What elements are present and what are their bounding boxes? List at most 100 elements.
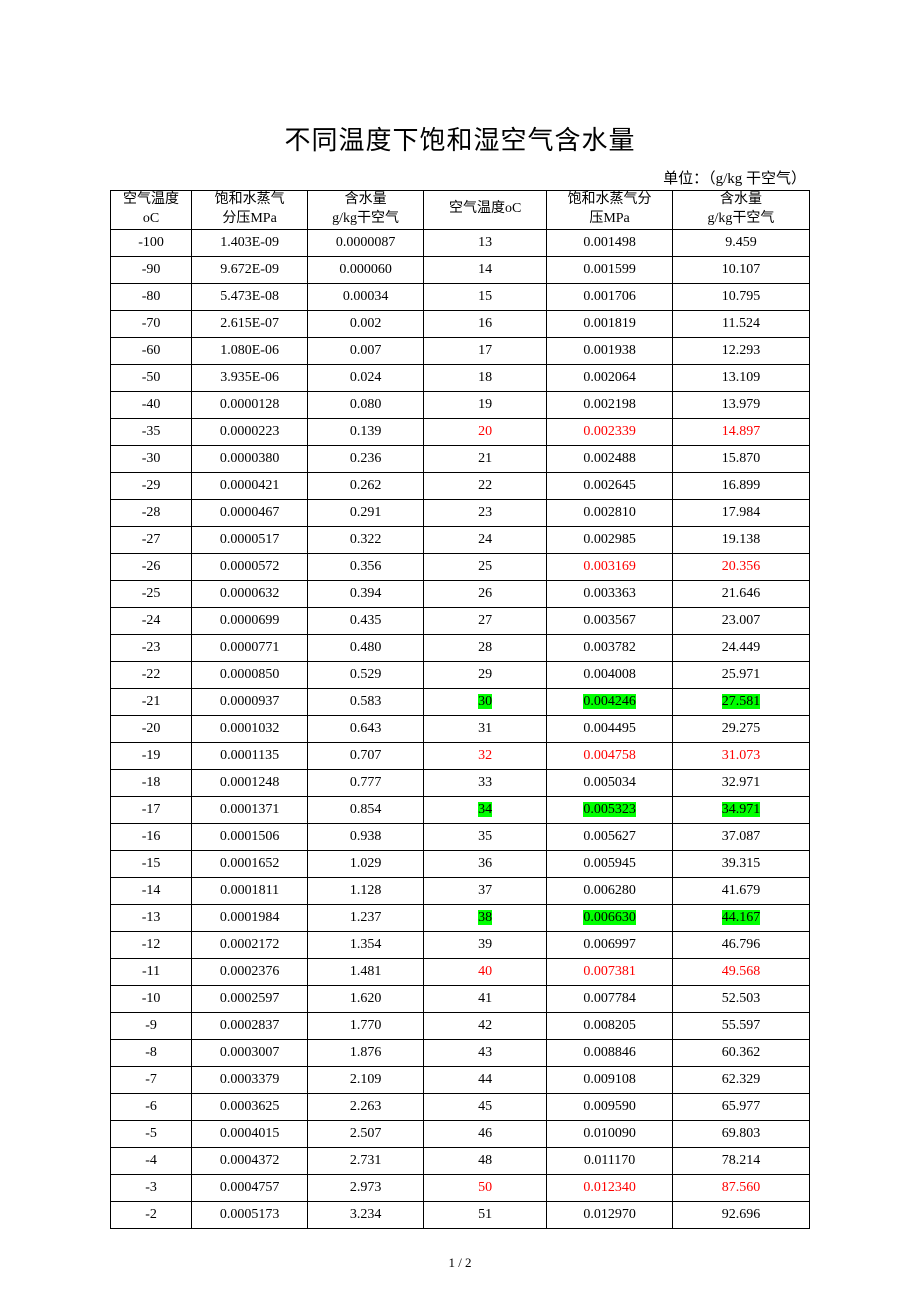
table-cell: 0.004495 — [547, 715, 673, 742]
table-cell: -100 — [111, 229, 192, 256]
table-cell: 25.971 — [672, 661, 809, 688]
table-cell: 1.029 — [308, 850, 424, 877]
table-row: -240.00006990.435270.00356723.007 — [111, 607, 810, 634]
table-cell: 33 — [424, 769, 547, 796]
table-cell: 0.002 — [308, 310, 424, 337]
table-cell: 0.0001248 — [192, 769, 308, 796]
table-body: -1001.403E-090.0000087130.0014989.459-90… — [111, 229, 810, 1228]
table-cell: 0.004758 — [547, 742, 673, 769]
table-cell: -50 — [111, 364, 192, 391]
table-row: -909.672E-090.000060140.00159910.107 — [111, 256, 810, 283]
table-cell: 27 — [424, 607, 547, 634]
table-cell: 55.597 — [672, 1012, 809, 1039]
table-cell: 41 — [424, 985, 547, 1012]
table-row: -100.00025971.620410.00778452.503 — [111, 985, 810, 1012]
table-cell: 0.080 — [308, 391, 424, 418]
table-cell: 0.236 — [308, 445, 424, 472]
table-cell: 0.0002597 — [192, 985, 308, 1012]
table-cell: -4 — [111, 1147, 192, 1174]
table-cell: 0.012340 — [547, 1174, 673, 1201]
table-row: -50.00040152.507460.01009069.803 — [111, 1120, 810, 1147]
table-row: -120.00021721.354390.00699746.796 — [111, 931, 810, 958]
table-cell: 39 — [424, 931, 547, 958]
table-cell: -5 — [111, 1120, 192, 1147]
table-row: -160.00015060.938350.00562737.087 — [111, 823, 810, 850]
table-cell: 30 — [424, 688, 547, 715]
table-row: -230.00007710.480280.00378224.449 — [111, 634, 810, 661]
table-cell: 50 — [424, 1174, 547, 1201]
table-cell: 46.796 — [672, 931, 809, 958]
table-cell: 15.870 — [672, 445, 809, 472]
table-cell: 42 — [424, 1012, 547, 1039]
table-row: -170.00013710.854340.00532334.971 — [111, 796, 810, 823]
table-cell: 10.107 — [672, 256, 809, 283]
table-row: -702.615E-070.002160.00181911.524 — [111, 310, 810, 337]
table-cell: 0.0005173 — [192, 1201, 308, 1228]
table-cell: 0.262 — [308, 472, 424, 499]
table-cell: 26 — [424, 580, 547, 607]
table-cell: 0.007381 — [547, 958, 673, 985]
table-cell: 17 — [424, 337, 547, 364]
table-cell: 2.263 — [308, 1093, 424, 1120]
table-cell: 2.731 — [308, 1147, 424, 1174]
table-cell: 0.0003625 — [192, 1093, 308, 1120]
table-cell: 62.329 — [672, 1066, 809, 1093]
table-cell: -13 — [111, 904, 192, 931]
table-cell: 51 — [424, 1201, 547, 1228]
table-cell: 37.087 — [672, 823, 809, 850]
table-cell: -90 — [111, 256, 192, 283]
table-row: -210.00009370.583300.00424627.581 — [111, 688, 810, 715]
table-cell: -30 — [111, 445, 192, 472]
table-cell: 2.109 — [308, 1066, 424, 1093]
table-cell: -26 — [111, 553, 192, 580]
table-cell: 0.480 — [308, 634, 424, 661]
table-cell: 16 — [424, 310, 547, 337]
table-cell: -8 — [111, 1039, 192, 1066]
table-cell: 14.897 — [672, 418, 809, 445]
table-cell: 31 — [424, 715, 547, 742]
table-cell: 0.001599 — [547, 256, 673, 283]
table-cell: 0.002064 — [547, 364, 673, 391]
table-cell: 0.0000771 — [192, 634, 308, 661]
table-cell: 38 — [424, 904, 547, 931]
table-cell: -29 — [111, 472, 192, 499]
table-cell: 0.004246 — [547, 688, 673, 715]
table-cell: 0.0000517 — [192, 526, 308, 553]
table-row: -250.00006320.394260.00336321.646 — [111, 580, 810, 607]
table-cell: 0.0000421 — [192, 472, 308, 499]
table-row: -280.00004670.291230.00281017.984 — [111, 499, 810, 526]
table-cell: 1.770 — [308, 1012, 424, 1039]
table-cell: 0.002339 — [547, 418, 673, 445]
table-cell: 52.503 — [672, 985, 809, 1012]
table-cell: 0.005034 — [547, 769, 673, 796]
table-cell: 0.003782 — [547, 634, 673, 661]
table-row: -110.00023761.481400.00738149.568 — [111, 958, 810, 985]
table-cell: 14 — [424, 256, 547, 283]
table-cell: 16.899 — [672, 472, 809, 499]
table-cell: 0.394 — [308, 580, 424, 607]
table-cell: 0.001819 — [547, 310, 673, 337]
table-row: -601.080E-060.007170.00193812.293 — [111, 337, 810, 364]
table-cell: -22 — [111, 661, 192, 688]
table-cell: -25 — [111, 580, 192, 607]
table-row: -90.00028371.770420.00820555.597 — [111, 1012, 810, 1039]
table-cell: 23 — [424, 499, 547, 526]
table-cell: -18 — [111, 769, 192, 796]
table-cell: 0.139 — [308, 418, 424, 445]
table-cell: 0.0000937 — [192, 688, 308, 715]
table-cell: 0.009590 — [547, 1093, 673, 1120]
table-cell: 0.0004757 — [192, 1174, 308, 1201]
table-cell: 0.002198 — [547, 391, 673, 418]
table-cell: 0.004008 — [547, 661, 673, 688]
table-cell: 0.0000128 — [192, 391, 308, 418]
table-cell: 0.005323 — [547, 796, 673, 823]
table-cell: 45 — [424, 1093, 547, 1120]
table-cell: 0.005627 — [547, 823, 673, 850]
table-cell: 0.0003007 — [192, 1039, 308, 1066]
table-row: -30.00047572.973500.01234087.560 — [111, 1174, 810, 1201]
table-cell: -10 — [111, 985, 192, 1012]
table-cell: 1.354 — [308, 931, 424, 958]
table-cell: 0.0002376 — [192, 958, 308, 985]
table-row: -80.00030071.876430.00884660.362 — [111, 1039, 810, 1066]
table-row: -300.00003800.236210.00248815.870 — [111, 445, 810, 472]
